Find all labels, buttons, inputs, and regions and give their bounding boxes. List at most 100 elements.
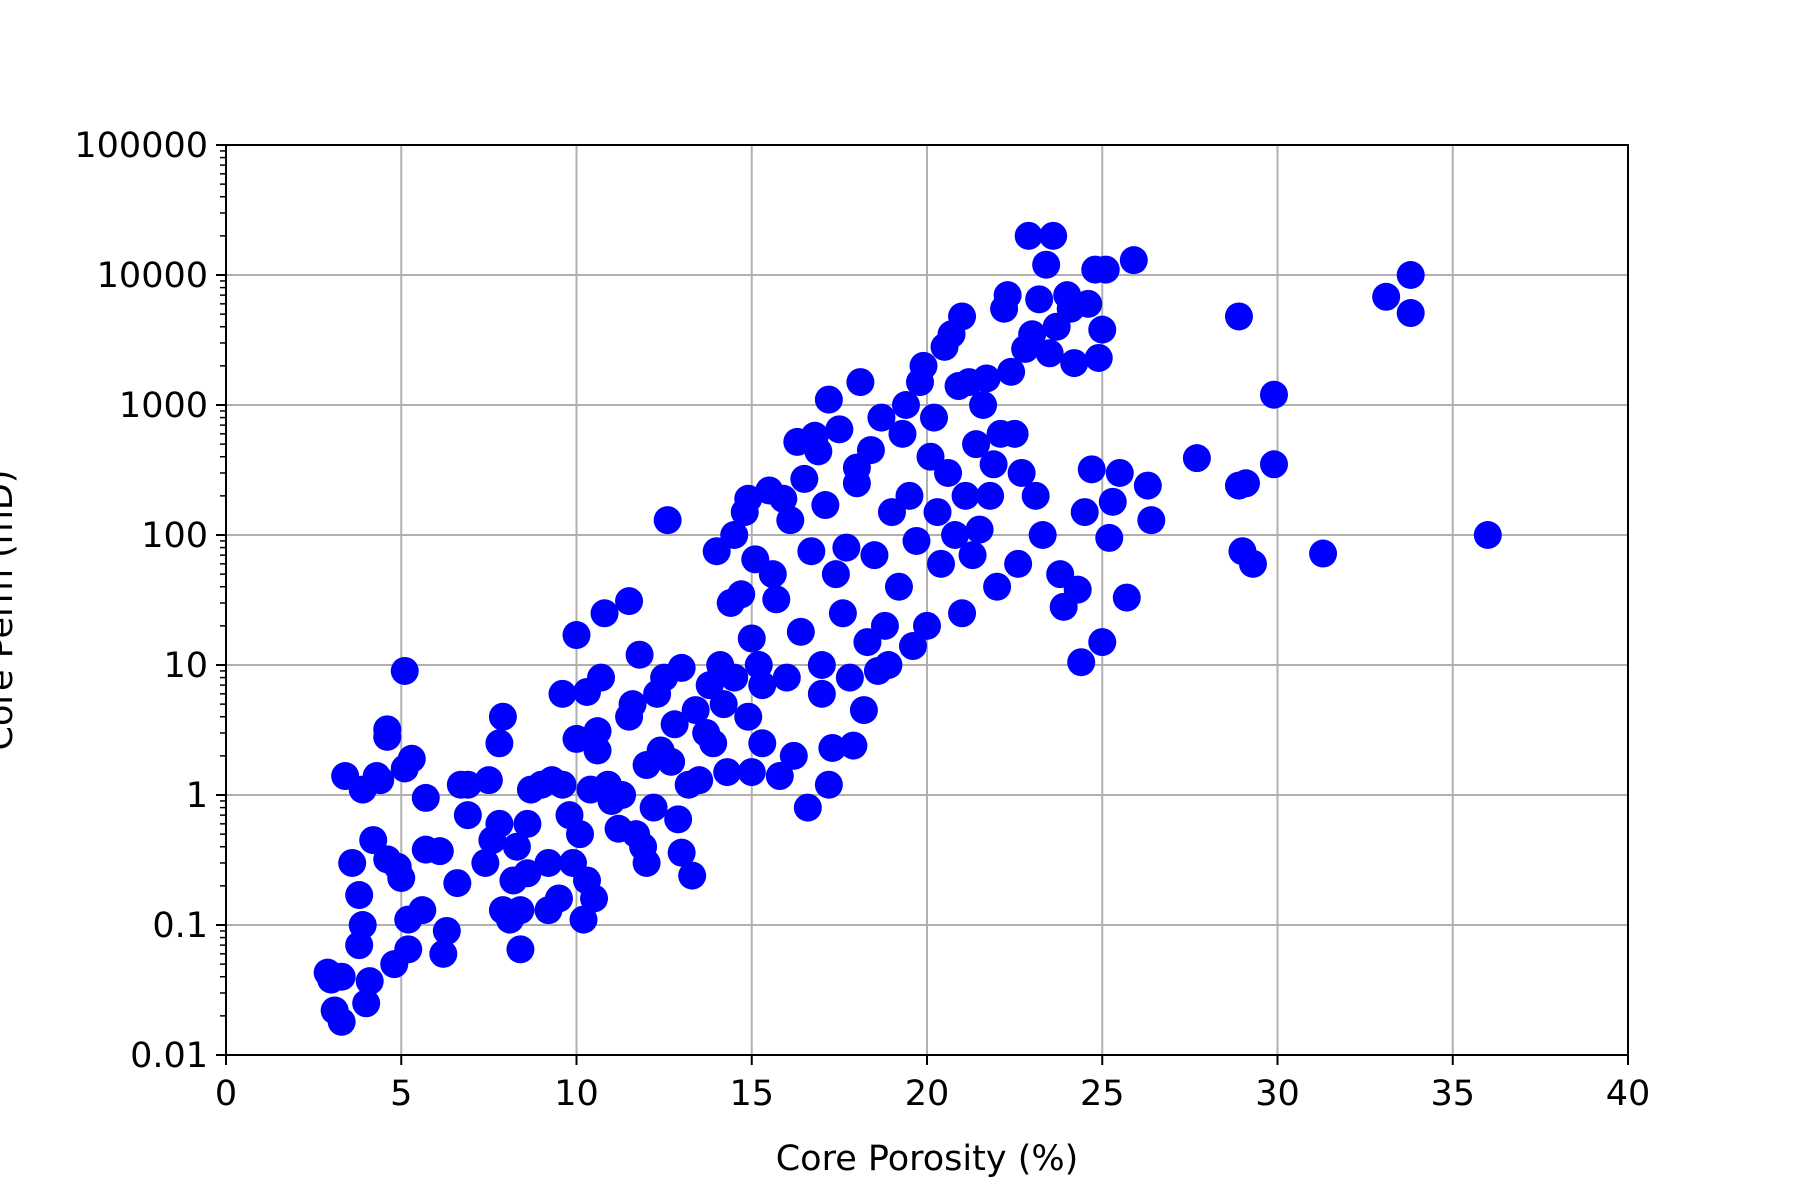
- data-point: [685, 766, 714, 795]
- data-point: [727, 580, 756, 609]
- y-tick-label: 10: [163, 646, 208, 686]
- y-tick-label: 10000: [97, 256, 208, 296]
- data-point: [969, 391, 998, 419]
- x-tick-label: 20: [905, 1074, 950, 1114]
- data-point: [506, 935, 535, 964]
- data-point: [615, 587, 644, 616]
- data-point: [1396, 261, 1425, 289]
- data-point: [1091, 255, 1120, 284]
- data-point: [895, 481, 924, 510]
- data-point: [1067, 648, 1096, 677]
- y-tick-label: 1000: [119, 386, 208, 426]
- data-point: [390, 656, 419, 685]
- data-point: [1021, 481, 1050, 510]
- data-point: [828, 599, 857, 628]
- data-point: [1224, 302, 1253, 331]
- data-point: [366, 766, 395, 795]
- data-point: [849, 696, 878, 725]
- data-point: [513, 809, 542, 838]
- data-point: [709, 690, 738, 719]
- data-point: [1309, 539, 1338, 568]
- data-point: [765, 762, 794, 791]
- data-point: [814, 385, 843, 414]
- data-point: [681, 696, 710, 725]
- data-point: [874, 651, 903, 679]
- data-point: [983, 572, 1012, 601]
- data-point: [453, 770, 482, 799]
- data-point: [762, 585, 791, 614]
- data-point: [934, 458, 963, 487]
- data-point: [1259, 380, 1288, 409]
- data-point: [1070, 498, 1099, 527]
- data-point: [807, 651, 836, 679]
- data-point: [474, 766, 503, 795]
- data-point: [583, 736, 612, 765]
- data-point: [411, 783, 440, 812]
- data-point: [860, 541, 889, 570]
- data-point: [713, 758, 742, 787]
- data-points: [313, 221, 1502, 1036]
- data-point: [786, 617, 815, 646]
- data-point: [870, 611, 899, 640]
- data-point: [657, 747, 686, 776]
- data-point: [660, 710, 689, 739]
- data-point: [1028, 521, 1057, 549]
- data-point: [958, 541, 987, 570]
- data-point: [772, 663, 801, 692]
- data-point: [562, 724, 591, 753]
- data-point: [352, 989, 381, 1018]
- data-point: [920, 403, 949, 432]
- data-point: [702, 537, 731, 566]
- data-point: [387, 863, 416, 892]
- data-point: [993, 281, 1022, 310]
- data-point: [625, 640, 654, 669]
- data-point: [667, 838, 696, 867]
- data-point: [916, 442, 945, 471]
- data-point: [814, 770, 843, 799]
- x-axis-title: Core Porosity (%): [776, 1139, 1079, 1179]
- data-point: [580, 884, 609, 913]
- data-point: [632, 848, 661, 877]
- data-point: [664, 805, 693, 834]
- data-point: [1119, 246, 1148, 275]
- data-point: [979, 450, 1008, 479]
- data-point: [734, 702, 763, 731]
- data-point: [1088, 628, 1117, 657]
- data-point: [408, 896, 437, 925]
- data-point: [1077, 455, 1106, 484]
- y-tick-label: 0.1: [152, 906, 208, 946]
- y-tick-label: 100000: [74, 126, 208, 166]
- data-point: [748, 729, 777, 758]
- data-point: [453, 801, 482, 830]
- data-point: [909, 351, 938, 380]
- data-point: [1014, 221, 1043, 250]
- y-tick-label: 1: [186, 776, 208, 816]
- data-point: [846, 368, 875, 397]
- data-point: [1084, 343, 1113, 372]
- data-point: [699, 729, 728, 758]
- data-point: [485, 809, 514, 838]
- x-tick-label: 10: [554, 1074, 599, 1114]
- data-point: [548, 770, 577, 799]
- data-point: [1133, 471, 1162, 500]
- data-point: [397, 744, 426, 773]
- data-point: [394, 935, 423, 964]
- data-point: [1000, 419, 1029, 448]
- data-point: [348, 911, 377, 939]
- data-point: [779, 741, 808, 770]
- data-point: [821, 560, 850, 589]
- data-point: [720, 663, 749, 692]
- data-point: [832, 533, 861, 562]
- y-tick-label: 0.01: [130, 1036, 208, 1076]
- data-point: [888, 419, 917, 448]
- data-point: [488, 702, 517, 731]
- data-point: [639, 793, 668, 822]
- data-point: [877, 498, 906, 527]
- data-point: [653, 506, 682, 535]
- data-point: [506, 896, 535, 925]
- data-point: [1098, 487, 1127, 516]
- data-point: [548, 679, 577, 708]
- x-tick-label: 15: [729, 1074, 774, 1114]
- data-point: [941, 521, 970, 549]
